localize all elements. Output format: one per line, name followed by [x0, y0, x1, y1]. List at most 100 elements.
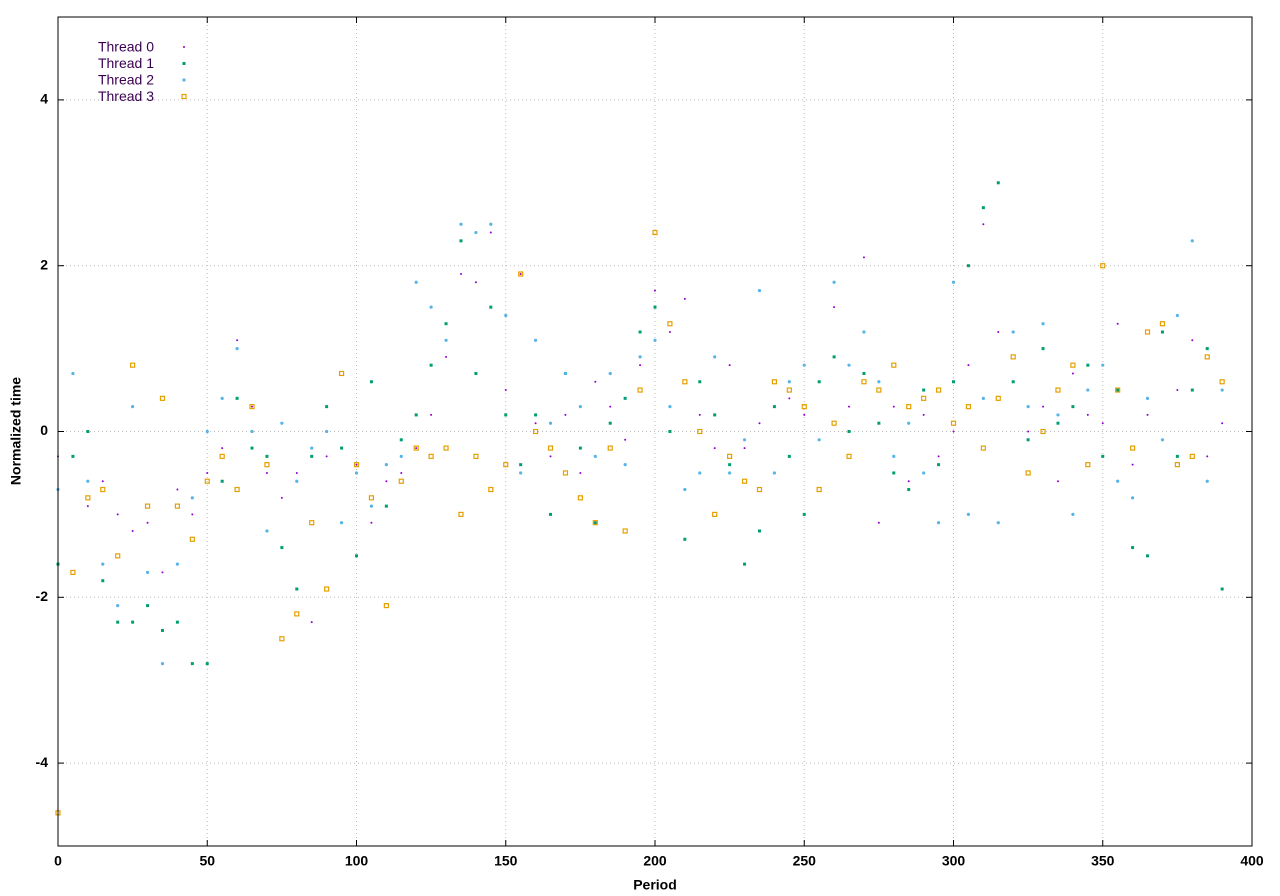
data-point: [831, 420, 837, 426]
data-point: [1175, 454, 1179, 458]
data-point: [1160, 330, 1164, 334]
data-point: [1070, 362, 1076, 368]
data-point: [145, 570, 150, 575]
data-point: [623, 396, 627, 400]
data-point: [1131, 496, 1135, 500]
points-layer: [55, 181, 1225, 816]
data-point: [159, 395, 166, 401]
data-point: [488, 486, 494, 493]
data-point: [683, 297, 686, 300]
data-point: [429, 363, 433, 367]
data-point: [1056, 413, 1060, 417]
data-point: [413, 445, 419, 451]
data-point: [713, 355, 717, 359]
data-point: [1071, 512, 1075, 517]
data-point: [1160, 438, 1165, 442]
data-point: [175, 620, 179, 624]
data-point: [996, 521, 1000, 525]
data-point: [115, 553, 121, 559]
data-point: [772, 405, 776, 409]
data-point: [1011, 380, 1015, 384]
data-point: [280, 496, 283, 499]
data-point: [848, 405, 851, 408]
data-point: [295, 587, 299, 591]
data-point: [234, 486, 240, 493]
data-point: [698, 413, 701, 416]
data-point: [221, 447, 224, 450]
data-point: [116, 513, 119, 516]
data-point: [86, 505, 89, 508]
data-point: [997, 331, 1000, 334]
data-point: [86, 430, 90, 433]
data-point: [638, 355, 642, 359]
data-point: [1056, 480, 1059, 483]
data-point: [756, 486, 763, 493]
data-point: [369, 380, 373, 384]
data-point: [353, 462, 360, 468]
data-point: [952, 380, 955, 384]
data-point: [532, 428, 539, 435]
data-point: [742, 438, 747, 442]
data-point: [1041, 322, 1045, 326]
data-point: [265, 454, 269, 458]
data-point: [534, 422, 537, 425]
data-point: [86, 479, 90, 483]
data-point: [624, 438, 627, 441]
data-point: [698, 471, 702, 475]
data-point: [816, 486, 822, 493]
data-point: [562, 470, 569, 476]
data-point: [1206, 455, 1209, 458]
data-point: [519, 463, 523, 467]
data-point: [907, 421, 911, 425]
data-point: [160, 662, 165, 666]
data-point: [907, 480, 910, 483]
data-point: [1220, 388, 1224, 392]
data-point: [489, 231, 492, 234]
legend-marker: [181, 93, 187, 100]
data-point: [189, 536, 195, 542]
data-point: [1189, 453, 1195, 459]
data-point: [995, 395, 1001, 401]
data-point: [459, 239, 463, 243]
data-point: [519, 272, 522, 275]
data-point: [101, 480, 104, 483]
data-point: [430, 413, 433, 416]
data-point: [116, 603, 120, 608]
data-point: [862, 371, 866, 375]
data-point: [295, 471, 298, 474]
data-point: [728, 471, 732, 475]
data-point: [549, 512, 553, 516]
data-point: [489, 305, 493, 309]
x-tick-label: 350: [1091, 853, 1115, 869]
data-point: [847, 363, 851, 367]
data-point: [429, 305, 433, 309]
data-point: [817, 380, 821, 384]
data-point: [1027, 430, 1030, 433]
data-point: [996, 181, 1000, 185]
data-point: [609, 405, 612, 408]
data-point: [1159, 321, 1166, 327]
data-point: [654, 289, 656, 292]
data-point: [70, 569, 76, 576]
data-point: [325, 455, 328, 458]
data-point: [608, 371, 612, 376]
legend-marker: [182, 62, 186, 65]
data-point: [1071, 372, 1074, 375]
data-point: [965, 404, 972, 410]
data-point: [384, 504, 388, 508]
data-point: [414, 413, 418, 417]
data-point: [400, 471, 403, 474]
data-point: [459, 272, 462, 275]
data-point: [578, 446, 582, 450]
data-point: [891, 362, 897, 368]
data-point: [832, 280, 836, 284]
data-point: [1101, 422, 1104, 425]
data-point: [1146, 413, 1149, 416]
data-point: [727, 453, 733, 459]
data-point: [100, 486, 106, 493]
data-point: [534, 338, 538, 342]
data-point: [668, 331, 671, 334]
data-point: [577, 495, 583, 501]
data-point: [264, 462, 270, 468]
